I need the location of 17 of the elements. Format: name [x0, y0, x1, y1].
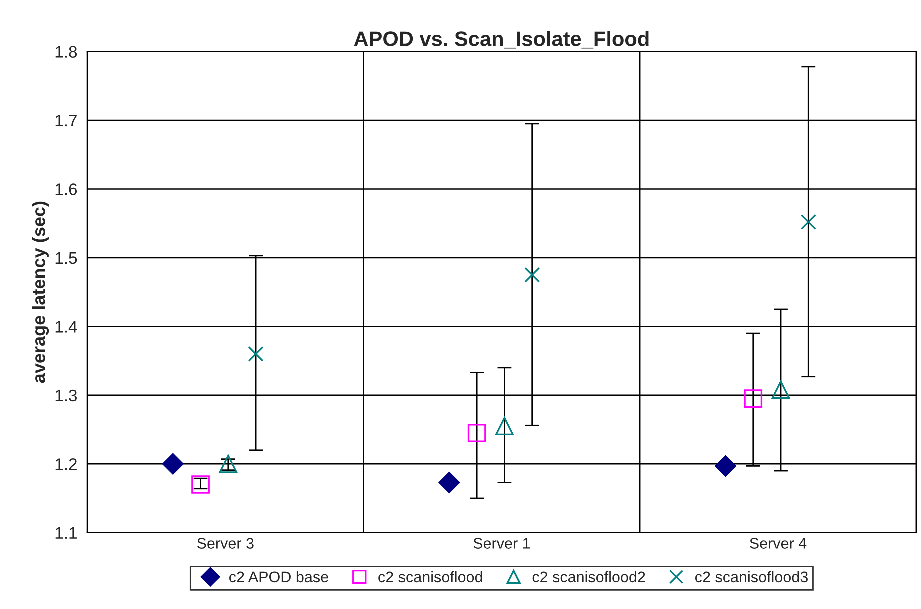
- legend-label: c2 scanisoflood2: [532, 571, 646, 583]
- y-tick-label: 1.1: [56, 527, 77, 539]
- y-tick-label: 1.4: [56, 321, 78, 333]
- y-tick-label: 1.5: [56, 252, 78, 264]
- chart-title: APOD vs. Scan_Isolate_Flood: [354, 31, 649, 49]
- x-tick-label: Server 4: [750, 538, 807, 549]
- legend-label: c2 APOD base: [230, 571, 328, 583]
- legend-label: c2 scanisoflood: [378, 571, 482, 583]
- x-tick-label: Server 1: [474, 538, 530, 549]
- x-tick-label: Server 3: [197, 538, 254, 549]
- y-tick-label: 1.2: [56, 458, 77, 470]
- y-axis-title: average latency (sec): [32, 202, 50, 384]
- y-tick-label: 1.3: [56, 390, 78, 402]
- y-tick-label: 1.6: [56, 184, 78, 196]
- legend-label: c2 scanisoflood3: [695, 571, 808, 583]
- y-tick-label: 1.7: [56, 115, 77, 127]
- y-tick-label: 1.8: [56, 46, 78, 58]
